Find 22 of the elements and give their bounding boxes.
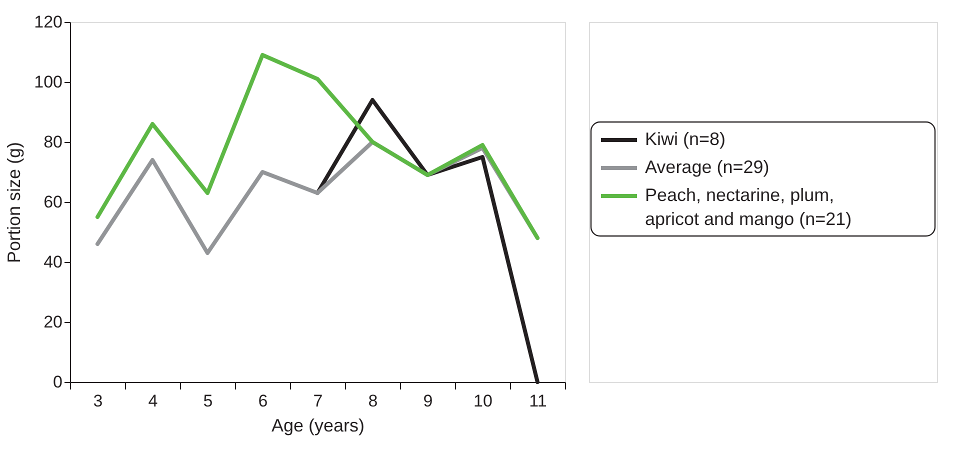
x-tick-label: 8 bbox=[368, 392, 378, 410]
x-tick-label: 3 bbox=[93, 392, 103, 410]
line-series bbox=[96, 53, 540, 240]
x-tick-label: 11 bbox=[529, 392, 547, 410]
y-tick-label: 80 bbox=[44, 132, 62, 152]
y-axis-title: Portion size (g) bbox=[4, 142, 24, 264]
x-tick-label: 5 bbox=[203, 392, 213, 410]
legend-label: Average (n=29) bbox=[645, 157, 770, 177]
y-tick-label: 120 bbox=[34, 12, 62, 32]
y-tick-label: 20 bbox=[44, 312, 62, 332]
y-tick-label: 60 bbox=[44, 192, 62, 212]
x-tick-label: 7 bbox=[313, 392, 323, 410]
y-tick-label: 40 bbox=[44, 252, 62, 272]
x-axis-title: Age (years) bbox=[271, 416, 365, 436]
x-tick-label: 10 bbox=[474, 392, 492, 410]
y-tick-label: 100 bbox=[34, 72, 62, 92]
x-tick-label: 4 bbox=[148, 392, 158, 410]
legend-label: Kiwi (n=8) bbox=[645, 129, 726, 149]
x-tick-label: 9 bbox=[423, 392, 433, 410]
legend-label: Peach, nectarine, plum, apricot and mango (n=21) bbox=[645, 185, 852, 229]
x-tick-label: 6 bbox=[258, 392, 268, 410]
y-tick-label: 0 bbox=[53, 372, 62, 392]
